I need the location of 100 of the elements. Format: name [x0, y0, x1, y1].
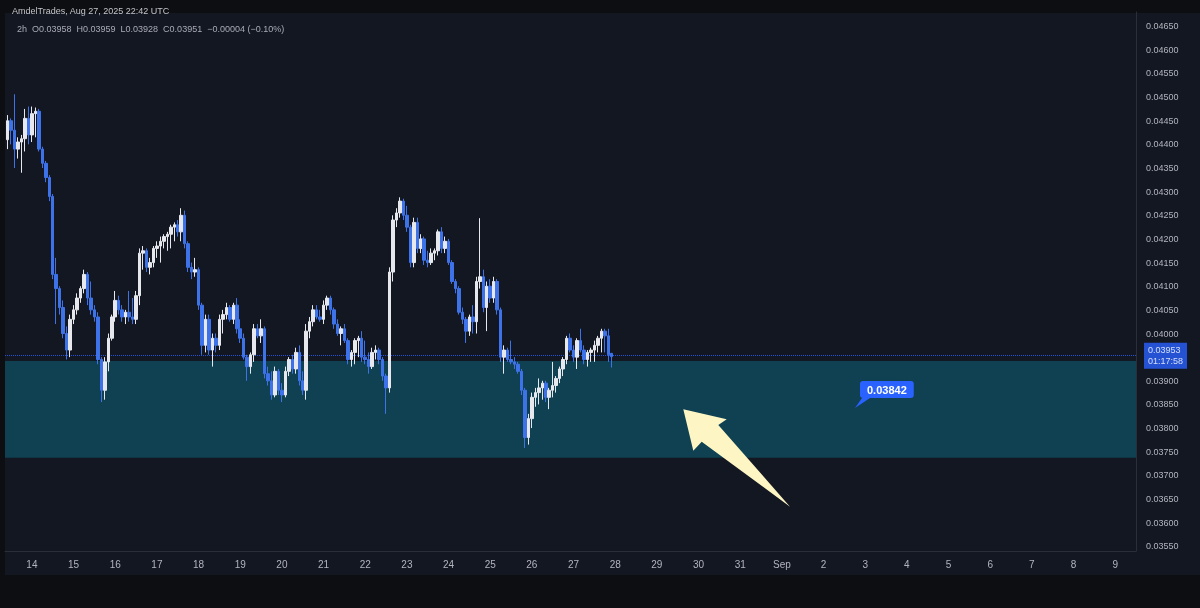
chart-title: AmdelTrades, Aug 27, 2025 22:42 UTC: [12, 5, 170, 16]
candlestick: [124, 309, 127, 325]
x-tick-label: 14: [26, 558, 38, 570]
candlestick: [211, 333, 214, 368]
candlestick: [318, 309, 322, 323]
candlestick: [34, 107, 37, 138]
candlestick: [214, 333, 218, 353]
x-tick-label: 6: [987, 558, 994, 570]
candlestick: [204, 314, 207, 353]
x-tick-label: 31: [734, 558, 747, 570]
candlestick: [207, 314, 211, 356]
candlestick: [30, 106, 34, 143]
candlestick: [322, 299, 325, 325]
ref-line-label: 0.03953 01:17:58: [1148, 345, 1184, 367]
x-tick-label: 3: [862, 558, 869, 570]
candlestick: [422, 236, 426, 266]
candlestick: [176, 219, 179, 238]
candlestick: [492, 276, 495, 304]
x-tick-label: 21: [317, 558, 330, 570]
candlestick: [193, 257, 197, 278]
candlestick: [145, 247, 148, 273]
candlestick: [575, 337, 579, 370]
x-tick-label: 16: [109, 558, 122, 570]
x-tick-label: Sep: [772, 558, 792, 570]
candlestick: [586, 349, 589, 368]
x-tick-label: 25: [484, 558, 497, 570]
y-tick-label: 0.03550: [1146, 541, 1179, 552]
x-tick-label: 27: [567, 558, 580, 570]
y-tick-label: 0.04050: [1146, 304, 1179, 315]
candlestick: [315, 304, 318, 320]
x-tick-label: 28: [609, 558, 622, 570]
candlestick: [6, 114, 9, 150]
x-tick-label: 18: [193, 558, 205, 570]
y-tick-label: 0.03700: [1146, 470, 1179, 481]
candlestick: [13, 93, 16, 169]
y-tick-label: 0.04000: [1146, 328, 1179, 339]
candlestick: [416, 217, 419, 254]
x-tick-label: 17: [151, 558, 163, 570]
text: 2h O0.03958 H0.03959 L0.03928 C0.03951 −0.00004 (−0.10%): [17, 23, 285, 34]
y-tick-label: 0.04100: [1146, 281, 1179, 292]
y-tick-label: 0.04250: [1146, 210, 1179, 221]
x-tick-label: 2: [820, 558, 827, 570]
candlestick: [339, 325, 343, 346]
y-tick-label: 0.04350: [1146, 163, 1179, 174]
x-tick-label: 20: [276, 558, 288, 570]
candlestick: [360, 330, 363, 363]
candlestick: [159, 236, 162, 264]
candlestick: [353, 337, 357, 365]
y-tick-label: 0.04500: [1146, 92, 1179, 103]
x-tick-label: 8: [1070, 558, 1077, 570]
y-tick-label: 0.03650: [1146, 493, 1179, 504]
candlestick: [232, 302, 235, 325]
candlestick: [488, 278, 492, 304]
y-tick-label: 0.04150: [1146, 257, 1179, 268]
candlestick: [541, 380, 544, 401]
annotation: 0.03842: [867, 383, 907, 396]
candlestick: [370, 347, 374, 370]
x-tick-label: 23: [401, 558, 413, 570]
x-tick-label: 4: [904, 558, 911, 570]
candlestick: [593, 340, 596, 363]
candlestick: [509, 340, 513, 365]
candlestick: [273, 366, 277, 398]
candlestick: [270, 370, 273, 401]
candlestick: [443, 236, 447, 254]
candlestick: [169, 224, 173, 249]
candlestick: [482, 269, 485, 313]
x-tick-label: 15: [68, 558, 80, 570]
candlestick: [259, 318, 263, 344]
candlestick: [600, 328, 603, 353]
candlestick: [256, 323, 259, 339]
y-tick-label: 0.03850: [1146, 399, 1179, 410]
x-tick-label: 26: [526, 558, 538, 570]
y-tick-label: 0.04400: [1146, 139, 1179, 150]
y-tick-label: 0.04650: [1146, 21, 1179, 32]
x-tick-label: 30: [692, 558, 705, 570]
x-tick-label: 19: [234, 558, 247, 570]
x-tick-label: 9: [1112, 558, 1119, 570]
x-tick-label: 5: [945, 558, 952, 570]
candlestick: [537, 377, 541, 405]
candlestick: [436, 228, 440, 256]
x-tick-label: 7: [1029, 558, 1036, 570]
candlestick: [544, 380, 548, 403]
candlestick: [429, 247, 433, 266]
x-tick-label: 29: [651, 558, 663, 570]
candlestick: [468, 314, 471, 337]
candlestick: [502, 344, 506, 375]
x-tick-label: 24: [442, 558, 455, 570]
x-tick-label: 22: [359, 558, 372, 570]
candlestick: [127, 290, 131, 323]
candlestick: [294, 347, 298, 375]
y-tick-label: 0.03600: [1146, 517, 1179, 528]
candlestick: [218, 314, 221, 351]
candlestick: [485, 281, 488, 332]
candlestick: [412, 217, 416, 268]
y-tick-label: 0.03750: [1146, 446, 1179, 457]
y-tick-label: 0.04550: [1146, 68, 1179, 79]
candlestick: [27, 106, 30, 145]
y-tick-label: 0.04600: [1146, 44, 1179, 55]
candlestick: [440, 226, 443, 254]
y-tick-label: 0.03800: [1146, 423, 1179, 434]
